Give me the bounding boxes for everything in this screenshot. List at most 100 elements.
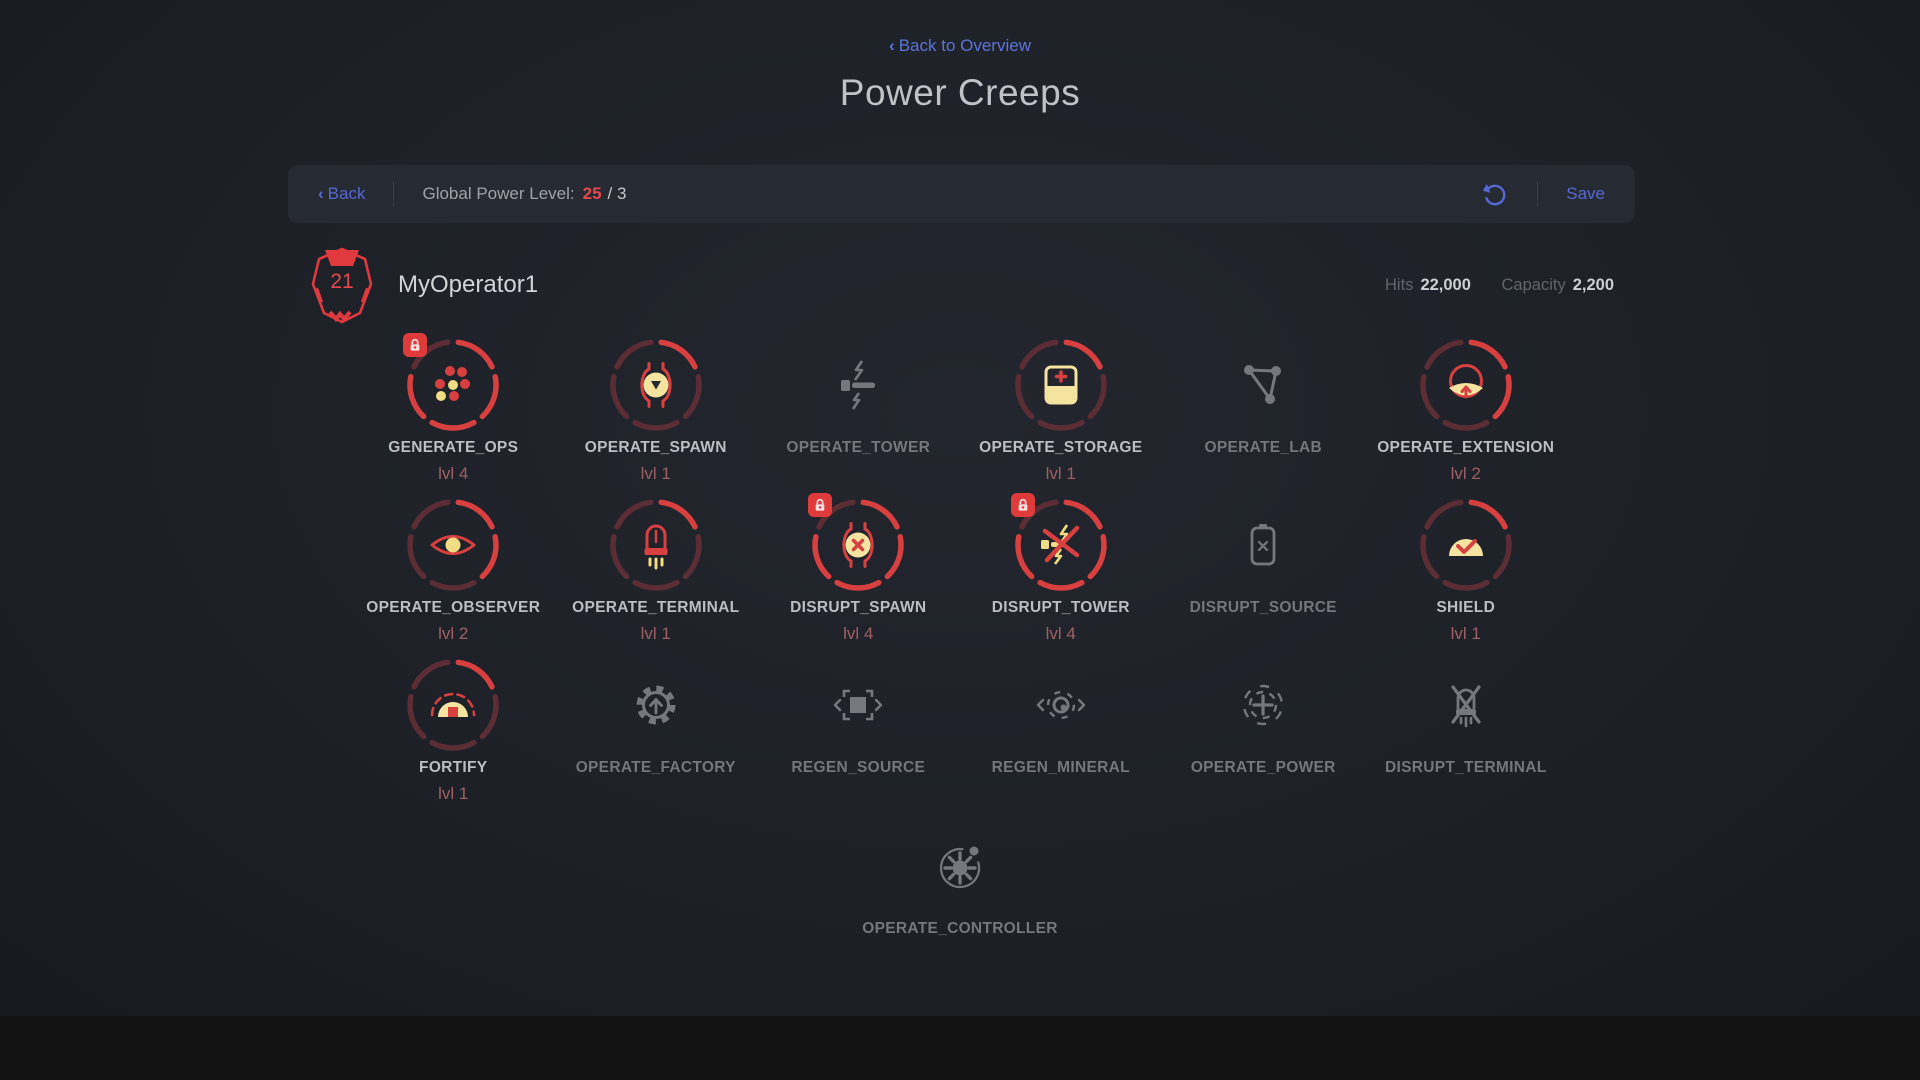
operate-extension-icon [1436, 355, 1496, 415]
power-icon-area[interactable] [1418, 337, 1514, 433]
back-button[interactable]: ‹ Back [318, 184, 365, 204]
operate-observer-icon [423, 515, 483, 575]
power-label: SHIELD [1436, 599, 1496, 616]
power-level-ring [1420, 499, 1512, 591]
lock-icon [403, 333, 428, 357]
power-icon-area[interactable] [1010, 493, 1109, 593]
power-row-2: OPERATE_OBSERVER lvl 2 OPERATE_TERMINAL lvl… [352, 493, 1568, 644]
power-label: OPERATE_EXTENSION [1377, 439, 1555, 456]
operate-controller-icon [930, 836, 990, 896]
capacity-label: Capacity [1501, 276, 1566, 294]
fortify-icon [423, 675, 483, 735]
capacity-value: 2,200 [1572, 276, 1614, 294]
power-icon-area[interactable] [1013, 337, 1109, 433]
operate-power-icon [1233, 675, 1293, 735]
power-icon-area [912, 818, 1008, 914]
regen-source-icon [828, 675, 888, 735]
power-level-ring [610, 339, 702, 431]
power-level-text: lvl 2 [438, 624, 469, 643]
power-icon-area [1418, 657, 1514, 753]
back-button-label: Back [327, 184, 366, 203]
power-level-ring [407, 339, 499, 431]
power-label: REGEN_MINERAL [991, 759, 1130, 776]
power-regen-source: REGEN_SOURCE [757, 657, 960, 804]
creep-level-number: 21 [330, 270, 354, 293]
disrupt-source-icon [1233, 515, 1293, 575]
chevron-left-icon: ‹ [318, 184, 324, 203]
power-label: DISRUPT_TOWER [991, 599, 1130, 616]
power-shield[interactable]: SHIELD lvl 1 [1365, 497, 1568, 644]
power-label: REGEN_SOURCE [791, 759, 926, 776]
power-label: OPERATE_TERMINAL [572, 599, 740, 616]
power-label: OPERATE_FACTORY [575, 759, 736, 776]
regen-mineral-icon [1031, 675, 1091, 735]
power-label: FORTIFY [419, 759, 488, 776]
save-button[interactable]: Save [1566, 184, 1605, 203]
back-to-overview-label: Back to Overview [898, 36, 1031, 55]
creep-stats: Hits 22,000 Capacity 2,200 [1385, 276, 1614, 295]
creep-level-badge: 21 [310, 246, 374, 324]
power-level-ring [407, 659, 499, 751]
power-row-3: FORTIFY lvl 1 OPERATE_FACTORY REGEN_SOURCE R… [352, 657, 1567, 804]
global-power-level-max: / 3 [607, 184, 627, 203]
toolbar-divider [1537, 181, 1539, 207]
power-level-ring [610, 499, 702, 591]
operate-lab-icon [1233, 355, 1293, 415]
power-icon-area [810, 337, 906, 433]
power-label: OPERATE_TOWER [786, 439, 931, 456]
power-fortify[interactable]: FORTIFY lvl 1 [352, 657, 555, 804]
undo-refresh-button[interactable] [1479, 179, 1509, 209]
power-label: OPERATE_LAB [1204, 439, 1323, 456]
operate-factory-icon [626, 675, 686, 735]
power-icon-area[interactable] [405, 657, 501, 753]
power-generate-ops[interactable]: GENERATE_OPS lvl 4 [352, 333, 555, 484]
power-level-text: lvl 2 [1450, 464, 1481, 483]
power-operate-power: OPERATE_POWER [1162, 657, 1365, 804]
back-to-overview-link[interactable]: ‹ Back to Overview [0, 36, 1920, 56]
power-level-text: lvl 1 [640, 624, 671, 643]
power-row-controller: OPERATE_CONTROLLER [0, 818, 1920, 938]
power-icon-area[interactable] [608, 337, 704, 433]
toolbar-divider [393, 181, 395, 207]
power-icon-area[interactable] [1418, 497, 1514, 593]
power-icon-area [608, 657, 704, 753]
power-label: DISRUPT_SOURCE [1189, 599, 1337, 616]
power-level-text: lvl 1 [640, 464, 671, 483]
power-icon-area [810, 657, 906, 753]
operate-storage-icon [1031, 355, 1091, 415]
power-icon-area [1215, 337, 1311, 433]
power-operate-storage[interactable]: OPERATE_STORAGE lvl 1 [960, 337, 1163, 484]
power-icon-area[interactable] [608, 497, 704, 593]
power-operate-spawn[interactable]: OPERATE_SPAWN lvl 1 [555, 337, 758, 484]
power-label: DISRUPT_SPAWN [790, 599, 927, 616]
undo-refresh-icon [1483, 183, 1506, 206]
hits-label: Hits [1385, 276, 1414, 294]
power-disrupt-tower[interactable]: DISRUPT_TOWER lvl 4 [960, 493, 1163, 644]
power-label: OPERATE_OBSERVER [366, 599, 541, 616]
power-icon-area[interactable] [405, 497, 501, 593]
power-operate-tower: OPERATE_TOWER [757, 337, 960, 484]
operate-spawn-icon [626, 355, 686, 415]
power-icon-area[interactable] [808, 493, 906, 593]
global-power-level-value: 25 [582, 184, 602, 203]
power-level-ring [1015, 339, 1107, 431]
shield-icon [1436, 515, 1496, 575]
disrupt-spawn-icon [828, 515, 888, 575]
power-disrupt-source: DISRUPT_SOURCE [1162, 497, 1365, 644]
hits-value: 22,000 [1420, 276, 1471, 294]
lock-icon [1010, 493, 1035, 517]
global-power-level-label: Global Power Level: [422, 184, 575, 203]
power-label: OPERATE_CONTROLLER [862, 920, 1058, 937]
power-level-ring [407, 499, 499, 591]
power-level-ring [1015, 499, 1107, 591]
power-label: DISRUPT_TERMINAL [1384, 759, 1547, 776]
power-level-text: lvl 4 [843, 624, 874, 643]
power-operate-controller: OPERATE_CONTROLLER [800, 818, 1120, 938]
disrupt-tower-icon [1031, 515, 1091, 575]
power-icon-area[interactable] [403, 333, 501, 433]
operate-terminal-icon [626, 515, 686, 575]
